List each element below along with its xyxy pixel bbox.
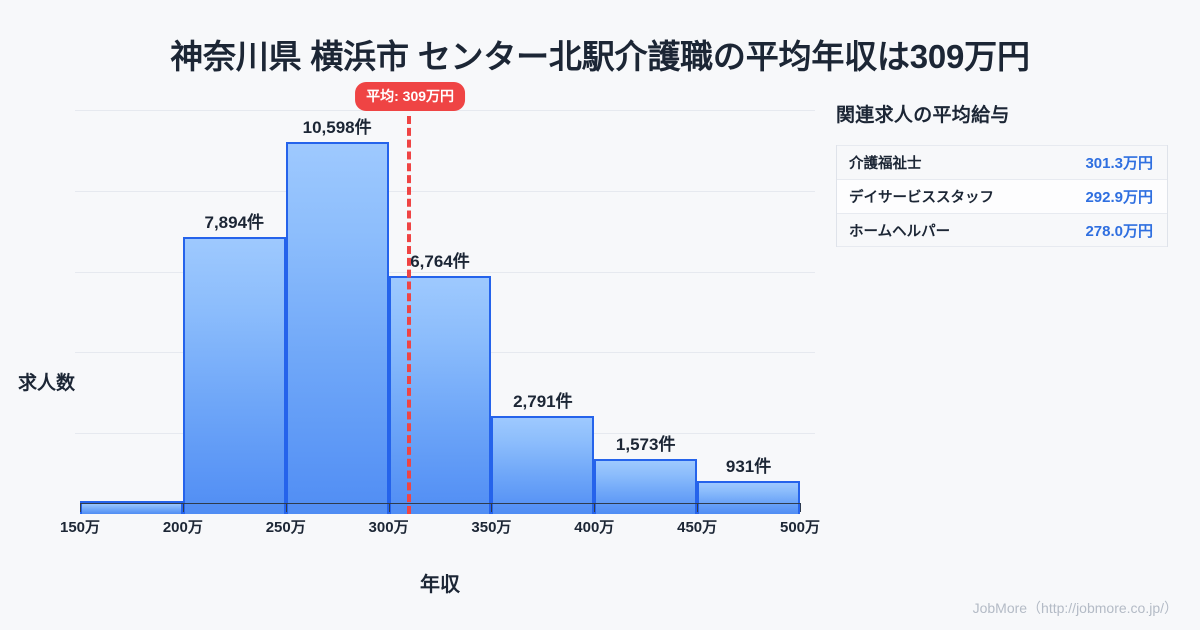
x-axis-tick <box>800 503 801 512</box>
bar-value-label: 6,764件 <box>410 252 470 272</box>
x-axis-tick-label: 500万 <box>779 519 821 536</box>
x-axis-tick-label: 450万 <box>677 519 718 536</box>
histogram-bar[interactable]: 10,598件 <box>285 118 389 514</box>
related-salary-title: 関連求人の平均給与 <box>836 105 1010 126</box>
page-title: 神奈川県 横浜市 センター北駅介護職の平均年収は309万円 <box>170 38 1030 75</box>
x-axis-tick <box>80 503 81 512</box>
salary-role-name: ホームヘルパー <box>849 223 951 240</box>
y-axis-title: 求人数 <box>18 373 76 394</box>
x-axis-tick-label: 300万 <box>368 519 409 536</box>
bar-value-label: 1,573件 <box>615 434 676 454</box>
x-axis-tick <box>594 503 596 512</box>
histogram-bar[interactable]: 7,894件 <box>182 213 286 514</box>
x-axis-line <box>80 503 800 504</box>
histogram-bar[interactable]: 6,764件 <box>388 252 492 514</box>
x-axis-tick <box>182 503 184 512</box>
salary-role-name: 介護福祉士 <box>849 156 922 172</box>
related-salary-table: 介護福祉士 301.3万円デイサービススタッフ 292.9万円ホームヘルパー 278.… <box>836 145 1168 247</box>
salary-table-row[interactable]: 介護福祉士 301.3万円 <box>837 145 1167 179</box>
salary-table-row[interactable]: ホームヘルパー 278.0万円 <box>837 213 1167 247</box>
bars-layer: 7,894件 10,598件 6,764件 2,791件 1,573件 931件 <box>80 110 800 514</box>
watermark: JobMore（http://jobmore.co.jp/） <box>972 600 1178 616</box>
bar-value-label: 931件 <box>725 457 772 477</box>
x-axis-tick <box>388 503 390 512</box>
x-axis-tick-label: 150万 <box>59 519 101 536</box>
gridline <box>75 271 815 273</box>
x-axis-tick-label: 350万 <box>471 519 512 536</box>
related-salary-panel: 関連求人の平均給与 介護福祉士 301.3万円デイサービススタッフ 292.9万円ホ… <box>836 100 1172 247</box>
x-axis-tick <box>697 503 699 512</box>
salary-role-name: デイサービススタッフ <box>849 190 994 206</box>
histogram-bar[interactable]: 1,573件 <box>594 435 698 514</box>
histogram-bar[interactable]: 2,791件 <box>491 392 595 514</box>
average-badge: 平均: 309万円 <box>355 82 466 111</box>
bar-value-label: 10,598件 <box>302 117 372 137</box>
histogram-bar[interactable]: 931件 <box>697 457 800 514</box>
histogram-chart: 求人数 7,894件 10,598件 6,764件 2,791件 1,573件 931件 … <box>0 82 830 608</box>
x-axis-title: 年収 <box>420 574 460 596</box>
bar-value-label: 7,894件 <box>204 212 265 232</box>
x-axis-tick <box>285 503 287 512</box>
x-axis-tick <box>491 503 493 512</box>
salary-amount: 292.9万円 <box>1085 189 1153 206</box>
plot-area: 7,894件 10,598件 6,764件 2,791件 1,573件 931件 <box>75 99 815 514</box>
salary-amount: 278.0万円 <box>1085 222 1153 240</box>
x-axis-tick-label: 250万 <box>265 519 306 536</box>
gridline <box>75 190 815 192</box>
x-axis-tick-label: 200万 <box>162 519 203 536</box>
salary-amount: 301.3万円 <box>1085 155 1153 172</box>
salary-table-row[interactable]: デイサービススタッフ 292.9万円 <box>837 179 1167 213</box>
bar-value-label: 2,791件 <box>513 391 573 411</box>
average-line-marker <box>407 116 412 514</box>
x-axis-tick-label: 400万 <box>574 519 615 536</box>
